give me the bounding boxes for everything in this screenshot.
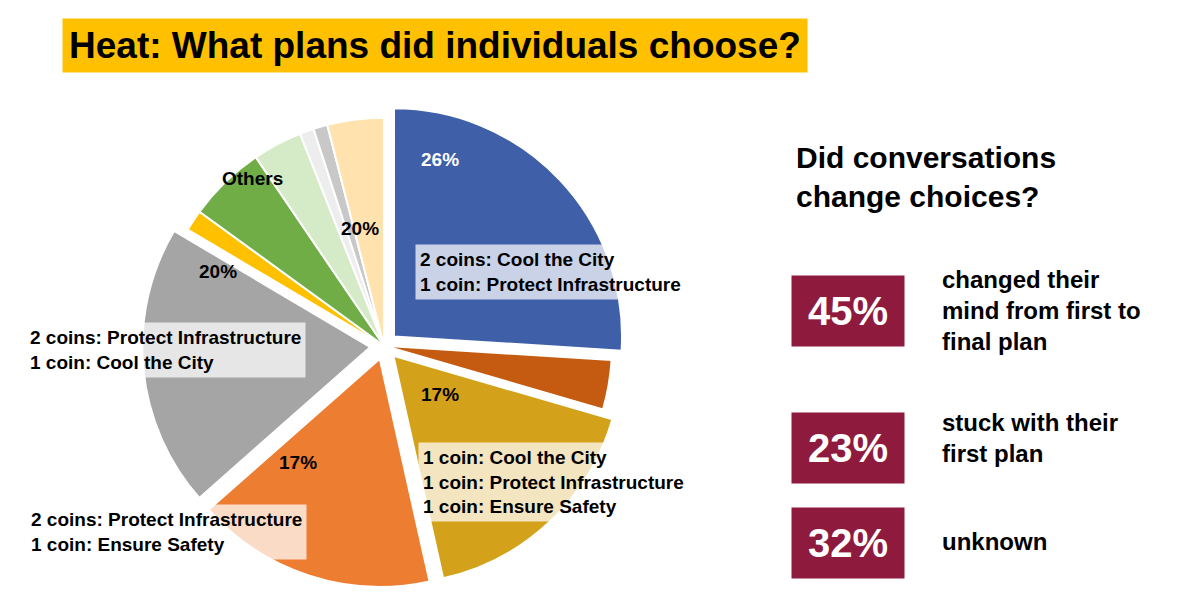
svg-text:stuck with theirfirst plan: stuck with theirfirst plan [942,409,1118,467]
svg-text:unknown: unknown [942,528,1047,555]
svg-text:2 coins: Protect Infrastructur: 2 coins: Protect Infrastructure1 coin: E… [31,509,302,555]
svg-text:20%: 20% [199,261,237,282]
svg-text:32%: 32% [808,521,888,565]
svg-text:2 coins: Protect Infrastructur: 2 coins: Protect Infrastructure1 coin: C… [30,327,301,373]
svg-text:Others: Others [222,168,283,189]
svg-text:45%: 45% [808,289,888,333]
svg-text:Did conversationschange choice: Did conversationschange choices? [796,141,1056,213]
svg-text:2 coins: Cool the City1 coin:: 2 coins: Cool the City1 coin: Protect In… [420,249,681,295]
svg-text:23%: 23% [808,426,888,470]
svg-text:17%: 17% [279,452,317,473]
svg-text:26%: 26% [421,149,459,170]
svg-text:Heat: What plans did individua: Heat: What plans did individuals choose? [69,25,801,66]
svg-text:changed theirmind from first t: changed theirmind from first tofinal pla… [942,266,1141,355]
svg-text:17%: 17% [421,384,459,405]
svg-text:20%: 20% [341,218,379,239]
svg-text:1 coin: Cool the City1 coin: P: 1 coin: Cool the City1 coin: Protect Inf… [423,447,684,517]
